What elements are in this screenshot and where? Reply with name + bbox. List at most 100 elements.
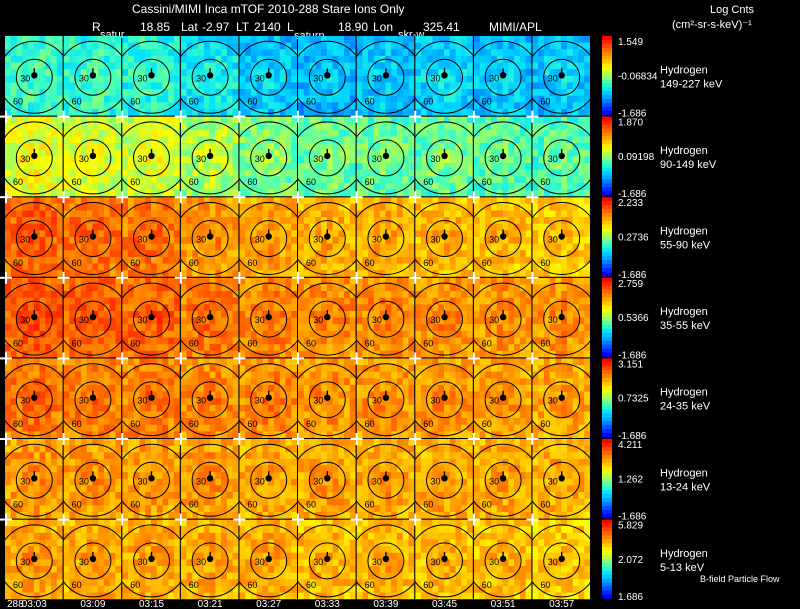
saturn-marker — [206, 152, 214, 160]
ring-30 — [543, 461, 581, 499]
l-label: L — [287, 20, 294, 34]
saturn-marker — [441, 72, 448, 79]
colorbar-mid: 0.7325 — [618, 394, 649, 405]
ring-30 — [484, 300, 522, 338]
ring-label-30: 30 — [20, 557, 30, 567]
saturn-marker — [148, 313, 155, 321]
ring-60 — [298, 121, 356, 195]
species-label: Hydrogen — [660, 306, 708, 318]
ring-label-30: 30 — [196, 396, 206, 406]
ring-label-60: 60 — [540, 177, 550, 187]
ring-30 — [484, 58, 522, 96]
ring-30 — [308, 542, 346, 580]
ring-label-30: 30 — [489, 476, 499, 486]
ring-label-60: 60 — [130, 419, 140, 429]
ring-60 — [239, 363, 297, 437]
ring-label-30: 30 — [548, 73, 558, 83]
saturn-marker — [558, 233, 565, 240]
ring-30 — [308, 300, 346, 338]
saturn-marker — [265, 313, 272, 321]
ring-60 — [473, 202, 532, 275]
ring-60 — [5, 202, 63, 275]
ring-60 — [122, 40, 180, 114]
panel-pixels — [5, 36, 63, 116]
ring-30 — [15, 139, 53, 177]
legend-note: B-field Particle Flow — [700, 574, 780, 584]
ring-label-60: 60 — [306, 177, 316, 187]
energy-label: 55-90 keV — [660, 240, 711, 252]
saturn-marker — [499, 233, 507, 240]
time-tick-label: 03:09 — [80, 599, 105, 609]
colorbar-mid: 1.262 — [618, 474, 643, 485]
panel-r6-c0: 30 60 — [5, 519, 63, 600]
saturn-marker — [206, 475, 214, 482]
saturn-marker — [148, 555, 155, 563]
ring-60 — [298, 524, 356, 598]
ring-60 — [5, 443, 63, 517]
panel-r0-c4: 30 60 — [239, 36, 297, 116]
panel-r2-c9: 30 60 — [532, 197, 591, 277]
ring-label-60: 60 — [13, 419, 23, 429]
ring-30 — [250, 461, 288, 499]
ring-30 — [191, 461, 229, 499]
ring-60 — [298, 202, 356, 275]
energy-label: 90-149 keV — [660, 159, 717, 171]
ring-label-30: 30 — [138, 476, 148, 486]
ring-label-30: 30 — [20, 476, 30, 486]
ring-60 — [415, 443, 473, 517]
ring-label-30: 30 — [431, 235, 441, 245]
panel-separators — [0, 110, 539, 526]
ring-label-30: 30 — [79, 73, 89, 83]
ring-label-60: 60 — [72, 419, 82, 429]
ring-label-60: 60 — [189, 338, 199, 348]
ring-label-30: 30 — [255, 396, 265, 406]
ring-60 — [356, 121, 415, 195]
panel-pixels — [532, 116, 591, 197]
panel-pixels — [239, 358, 297, 438]
saturn-marker — [206, 394, 214, 401]
ring-60 — [180, 524, 239, 598]
ring-30 — [15, 461, 53, 499]
ring-label-60: 60 — [423, 419, 433, 429]
ring-label-30: 30 — [548, 476, 558, 486]
ring-30 — [426, 542, 463, 580]
ring-60 — [63, 282, 122, 356]
saturn-marker — [441, 233, 448, 240]
ring-label-60: 60 — [13, 97, 23, 107]
ring-label-30: 30 — [196, 315, 206, 325]
ring-label-30: 30 — [313, 396, 323, 406]
saturn-marker — [382, 313, 390, 321]
panel-pixels — [415, 197, 473, 277]
ring-30 — [133, 58, 170, 96]
panel-r3-c1: 30 60 — [63, 277, 122, 358]
panel-r3-c2: 30 60 — [122, 277, 180, 358]
ring-label-60: 60 — [130, 177, 140, 187]
panel-r6-c7: 30 60 — [415, 519, 473, 600]
colorbar-min: -1.686 — [618, 350, 647, 361]
time-tick-label: 03:57 — [549, 599, 574, 609]
saturn-marker — [265, 72, 272, 79]
ring-60 — [532, 282, 591, 356]
ring-label-30: 30 — [372, 235, 382, 245]
time-tick-label: 03:21 — [198, 599, 223, 609]
saturn-marker — [441, 475, 448, 482]
saturn-marker — [148, 475, 155, 482]
saturn-marker — [558, 555, 565, 563]
ring-label-30: 30 — [20, 235, 30, 245]
panel-r4-c5: 30 60 — [298, 358, 356, 438]
saturn-marker — [558, 475, 565, 482]
panel-r3-c3: 30 60 — [180, 277, 239, 358]
ring-60 — [122, 282, 180, 356]
energy-label: 5-13 keV — [660, 562, 705, 574]
ring-label-30: 30 — [489, 73, 499, 83]
colorbar-max: 1.549 — [618, 37, 643, 48]
ring-label-60: 60 — [189, 258, 199, 268]
colorbar-5: 4.211 1.262 -1.686 Hydrogen 13-24 keV — [602, 439, 711, 523]
ring-60 — [532, 443, 591, 517]
panel-pixels — [239, 36, 297, 116]
panel-r0-c7: 30 60 — [415, 36, 473, 116]
panel-r2-c4: 30 60 — [239, 197, 297, 277]
ring-label-60: 60 — [130, 97, 140, 107]
saturn-marker — [441, 555, 448, 563]
ring-60 — [63, 363, 122, 437]
